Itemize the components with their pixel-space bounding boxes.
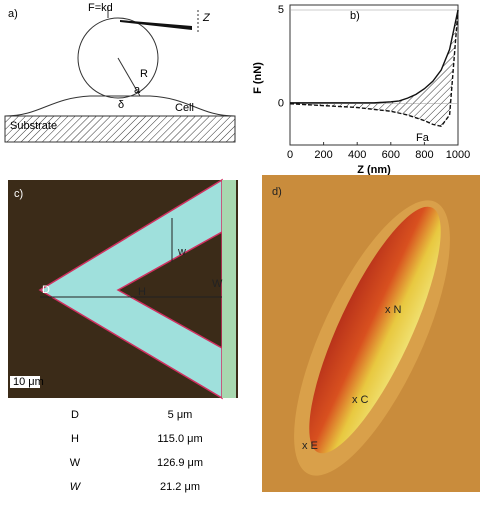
y-tick-label: 5: [278, 4, 284, 16]
panel-a: a) F=kd Z R a δ Cell Substrate: [4, 2, 236, 143]
contact-label: a: [134, 84, 141, 96]
panel-label: c): [14, 188, 23, 200]
cell: 115.0 μm: [157, 433, 202, 445]
x-axis-label: Z (nm): [357, 164, 391, 176]
cell-body: [309, 206, 441, 454]
panel-d: d) x N x C x E: [262, 175, 480, 492]
panel-label: d): [272, 186, 282, 198]
cell: 21.2 μm: [160, 481, 200, 493]
radius-label: R: [140, 68, 148, 80]
annotation: Fa: [416, 132, 430, 144]
cell: 126.9 μm: [157, 457, 203, 469]
x-tick-label: 0: [287, 149, 293, 161]
cell: W: [70, 481, 82, 493]
scale-box: [10, 376, 40, 388]
x-tick-label: 400: [348, 149, 366, 161]
d-label: D: [42, 284, 50, 296]
panel-b: b) Z (nm) F (nN) Fa 0 5 0 200 400 600 800 1000: [252, 4, 470, 176]
curve: [289, 9, 459, 128]
cell-label: Cell: [175, 102, 194, 114]
cell: D: [71, 409, 79, 421]
plot-frame: [289, 4, 459, 146]
z-label: Z: [202, 12, 211, 24]
chip-edge: [222, 180, 236, 398]
cell-outline: [4, 95, 236, 117]
center-label: x C: [352, 394, 369, 406]
x-tick-label: 1000: [446, 149, 470, 161]
w-arm-label: w: [177, 246, 186, 258]
nucleus-label: x N: [385, 304, 402, 316]
edge-label: x E: [302, 440, 318, 452]
probe: [77, 17, 159, 99]
x-tick-label: 200: [314, 149, 332, 161]
substrate-label: Substrate: [10, 120, 57, 132]
radius-line: [117, 57, 141, 97]
hatched-area: [290, 10, 458, 127]
cell: W: [70, 457, 81, 469]
panel-label: a): [8, 8, 18, 20]
indent-label: δ: [118, 99, 124, 111]
force-label: F=kd: [88, 2, 113, 14]
x-tick-label: 800: [415, 149, 433, 161]
cell: 5 μm: [168, 409, 193, 421]
x-tick-label: 600: [382, 149, 400, 161]
curve: [290, 9, 459, 104]
cantilever: [120, 20, 192, 30]
w-outer-label: W: [212, 278, 223, 290]
substrate: [4, 115, 236, 143]
table: D 5 μm H 115.0 μm W 126.9 μm W 21.2 μm: [70, 409, 203, 493]
h-label: H: [138, 286, 146, 298]
panel-label: b): [350, 10, 360, 22]
y-tick-label: 0: [278, 98, 284, 110]
y-axis-label: F (nN): [252, 62, 264, 94]
panel-c: c) D H W w 10 μm: [8, 178, 238, 400]
cell: H: [71, 433, 79, 445]
scale-label: 10 μm: [13, 376, 44, 388]
